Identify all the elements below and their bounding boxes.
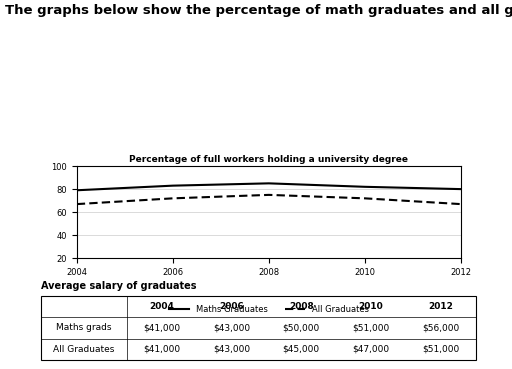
All Graduates	[458, 202, 464, 206]
Text: 2010: 2010	[358, 302, 383, 311]
Line: Maths Graduates: Maths Graduates	[77, 183, 461, 190]
Text: Maths grads: Maths grads	[56, 324, 112, 332]
All Graduates	[170, 196, 176, 200]
All Graduates	[362, 196, 368, 200]
Text: 2006: 2006	[219, 302, 244, 311]
Text: $43,000: $43,000	[213, 345, 250, 354]
Title: Percentage of full workers holding a university degree: Percentage of full workers holding a uni…	[130, 155, 408, 164]
Text: $51,000: $51,000	[352, 324, 390, 332]
Text: $51,000: $51,000	[422, 345, 459, 354]
Text: $41,000: $41,000	[143, 324, 180, 332]
Maths Graduates	[458, 187, 464, 191]
Text: $43,000: $43,000	[213, 324, 250, 332]
Legend: Maths Graduates, All Graduates: Maths Graduates, All Graduates	[165, 301, 372, 317]
Text: $47,000: $47,000	[352, 345, 390, 354]
Text: Average salary of graduates: Average salary of graduates	[41, 281, 197, 291]
Text: All Graduates: All Graduates	[53, 345, 115, 354]
All Graduates	[266, 193, 272, 197]
Maths Graduates	[362, 184, 368, 189]
Line: All Graduates: All Graduates	[77, 195, 461, 204]
Text: 2008: 2008	[289, 302, 313, 311]
Text: $45,000: $45,000	[283, 345, 319, 354]
Text: The graphs below show the percentage of math graduates and all graduates who got: The graphs below show the percentage of …	[5, 4, 512, 17]
Bar	[41, 296, 476, 360]
Maths Graduates	[266, 181, 272, 186]
Text: $50,000: $50,000	[283, 324, 320, 332]
Text: 2012: 2012	[429, 302, 453, 311]
Maths Graduates	[170, 183, 176, 188]
Text: $41,000: $41,000	[143, 345, 180, 354]
Text: $56,000: $56,000	[422, 324, 459, 332]
All Graduates	[74, 202, 80, 206]
Maths Graduates	[74, 188, 80, 193]
Text: 2004: 2004	[149, 302, 174, 311]
